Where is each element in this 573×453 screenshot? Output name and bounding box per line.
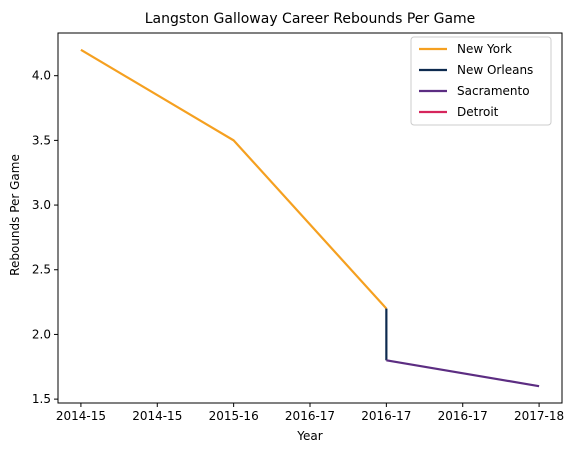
x-tick-label: 2015-16 <box>209 409 259 423</box>
y-tick-label: 4.0 <box>32 69 51 83</box>
plot-lines <box>80 48 540 388</box>
legend-label: Detroit <box>457 105 499 119</box>
legend: New York New Orleans Sacramento Detroit <box>410 36 552 126</box>
series-line-sacramento <box>386 359 540 388</box>
y-tick-label: 3.0 <box>32 198 51 212</box>
legend-label: New York <box>457 42 512 56</box>
y-axis-title: Rebounds Per Game <box>8 154 22 276</box>
y-tick-label: 2.0 <box>32 327 51 341</box>
x-axis-title: Year <box>296 429 322 443</box>
y-tick-label: 1.5 <box>32 392 51 406</box>
y-tick-label: 2.5 <box>32 263 51 277</box>
legend-label: New Orleans <box>457 63 533 77</box>
x-tick-label: 2017-18 <box>514 409 564 423</box>
chart-title: Langston Galloway Career Rebounds Per Ga… <box>145 11 476 27</box>
x-tick-label: 2016-17 <box>438 409 488 423</box>
legend-label: Sacramento <box>457 84 530 98</box>
y-axis-ticks: 1.5 2.0 2.5 3.0 3.5 4.0 <box>32 69 58 406</box>
x-axis-ticks: 2014-15 2014-15 2015-16 2016-17 2016-17 2016-… <box>56 403 564 423</box>
x-tick-label: 2014-15 <box>132 409 182 423</box>
x-tick-label: 2016-17 <box>285 409 335 423</box>
y-tick-label: 3.5 <box>32 133 51 147</box>
x-tick-label: 2016-17 <box>361 409 411 423</box>
legend-box <box>410 36 552 126</box>
series-line-new-york <box>80 48 388 310</box>
x-tick-label: 2014-15 <box>56 409 106 423</box>
